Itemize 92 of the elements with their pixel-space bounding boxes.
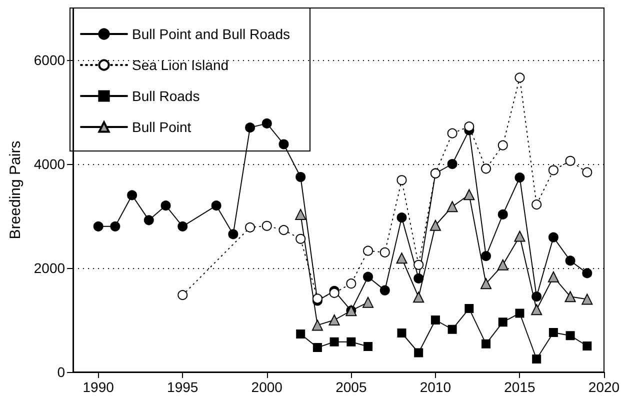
point bbox=[582, 294, 593, 305]
x-tick-label: 2010 bbox=[420, 379, 452, 395]
point bbox=[346, 278, 356, 289]
x-tick-label: 2005 bbox=[336, 379, 367, 395]
point bbox=[278, 225, 289, 236]
point bbox=[582, 167, 592, 178]
point bbox=[364, 342, 373, 352]
point bbox=[448, 324, 457, 334]
point bbox=[296, 330, 306, 339]
point bbox=[481, 251, 492, 262]
y-tick-label: 0 bbox=[57, 364, 66, 380]
point bbox=[564, 291, 576, 302]
point bbox=[414, 273, 424, 284]
point bbox=[312, 343, 322, 352]
point bbox=[514, 172, 525, 183]
point bbox=[532, 354, 542, 364]
point bbox=[346, 337, 356, 346]
point bbox=[414, 260, 424, 270]
point bbox=[464, 189, 475, 200]
point bbox=[498, 209, 508, 220]
point bbox=[396, 212, 407, 223]
point bbox=[531, 304, 542, 316]
point bbox=[548, 271, 559, 282]
legend-label: Bull Point and Bull Roads bbox=[132, 26, 290, 42]
point bbox=[498, 140, 508, 150]
point bbox=[245, 122, 256, 133]
point bbox=[548, 328, 558, 337]
point bbox=[110, 221, 120, 232]
x-tick-label: 2015 bbox=[504, 379, 536, 395]
point bbox=[464, 122, 474, 132]
point bbox=[296, 172, 306, 182]
point bbox=[446, 201, 458, 212]
point bbox=[396, 175, 407, 186]
point bbox=[548, 165, 558, 176]
point bbox=[211, 200, 222, 211]
point bbox=[178, 290, 188, 300]
point bbox=[245, 222, 256, 232]
point bbox=[548, 232, 558, 242]
point bbox=[582, 268, 592, 278]
point bbox=[464, 304, 474, 314]
x-tick-label: 1990 bbox=[82, 379, 114, 395]
point bbox=[582, 342, 592, 350]
point bbox=[362, 296, 374, 308]
point bbox=[514, 72, 525, 83]
point bbox=[447, 159, 458, 169]
point bbox=[532, 292, 542, 302]
point bbox=[363, 246, 374, 256]
point bbox=[312, 320, 323, 331]
point bbox=[480, 278, 492, 290]
point bbox=[497, 259, 508, 270]
point bbox=[430, 220, 441, 231]
y-tick-label: 2000 bbox=[34, 260, 66, 276]
x-tick-label: 1995 bbox=[167, 379, 198, 395]
point bbox=[413, 292, 424, 303]
legend-label: Bull Point bbox=[132, 119, 192, 135]
point bbox=[566, 331, 575, 340]
point bbox=[481, 164, 492, 174]
legend-label: Bull Roads bbox=[132, 88, 200, 104]
point bbox=[144, 215, 154, 226]
point bbox=[430, 316, 440, 324]
legend-label: Sea Lion Island bbox=[132, 57, 229, 73]
point bbox=[380, 247, 390, 258]
point bbox=[498, 318, 508, 327]
point bbox=[160, 200, 171, 211]
point bbox=[178, 221, 188, 232]
point bbox=[363, 272, 374, 282]
point bbox=[380, 285, 390, 296]
point bbox=[328, 314, 340, 326]
y-tick-label: 6000 bbox=[34, 52, 66, 68]
y-axis-title: Breeding Pairs bbox=[7, 140, 24, 240]
point bbox=[228, 229, 238, 240]
point bbox=[262, 118, 272, 128]
point bbox=[515, 308, 524, 318]
x-tick-label: 2020 bbox=[588, 379, 620, 395]
point bbox=[93, 221, 104, 232]
point bbox=[296, 234, 306, 244]
x-tick-label: 2000 bbox=[251, 379, 283, 395]
point bbox=[262, 220, 272, 231]
y-tick-label: 4000 bbox=[34, 156, 66, 172]
point bbox=[295, 208, 306, 220]
point bbox=[532, 200, 542, 210]
point bbox=[127, 190, 138, 200]
point bbox=[330, 337, 339, 346]
point bbox=[482, 339, 491, 348]
point bbox=[397, 328, 406, 338]
point bbox=[447, 128, 458, 138]
point bbox=[565, 156, 576, 166]
point bbox=[565, 256, 576, 266]
point bbox=[514, 230, 526, 242]
point bbox=[414, 348, 424, 358]
point bbox=[396, 252, 408, 264]
point bbox=[278, 139, 289, 150]
